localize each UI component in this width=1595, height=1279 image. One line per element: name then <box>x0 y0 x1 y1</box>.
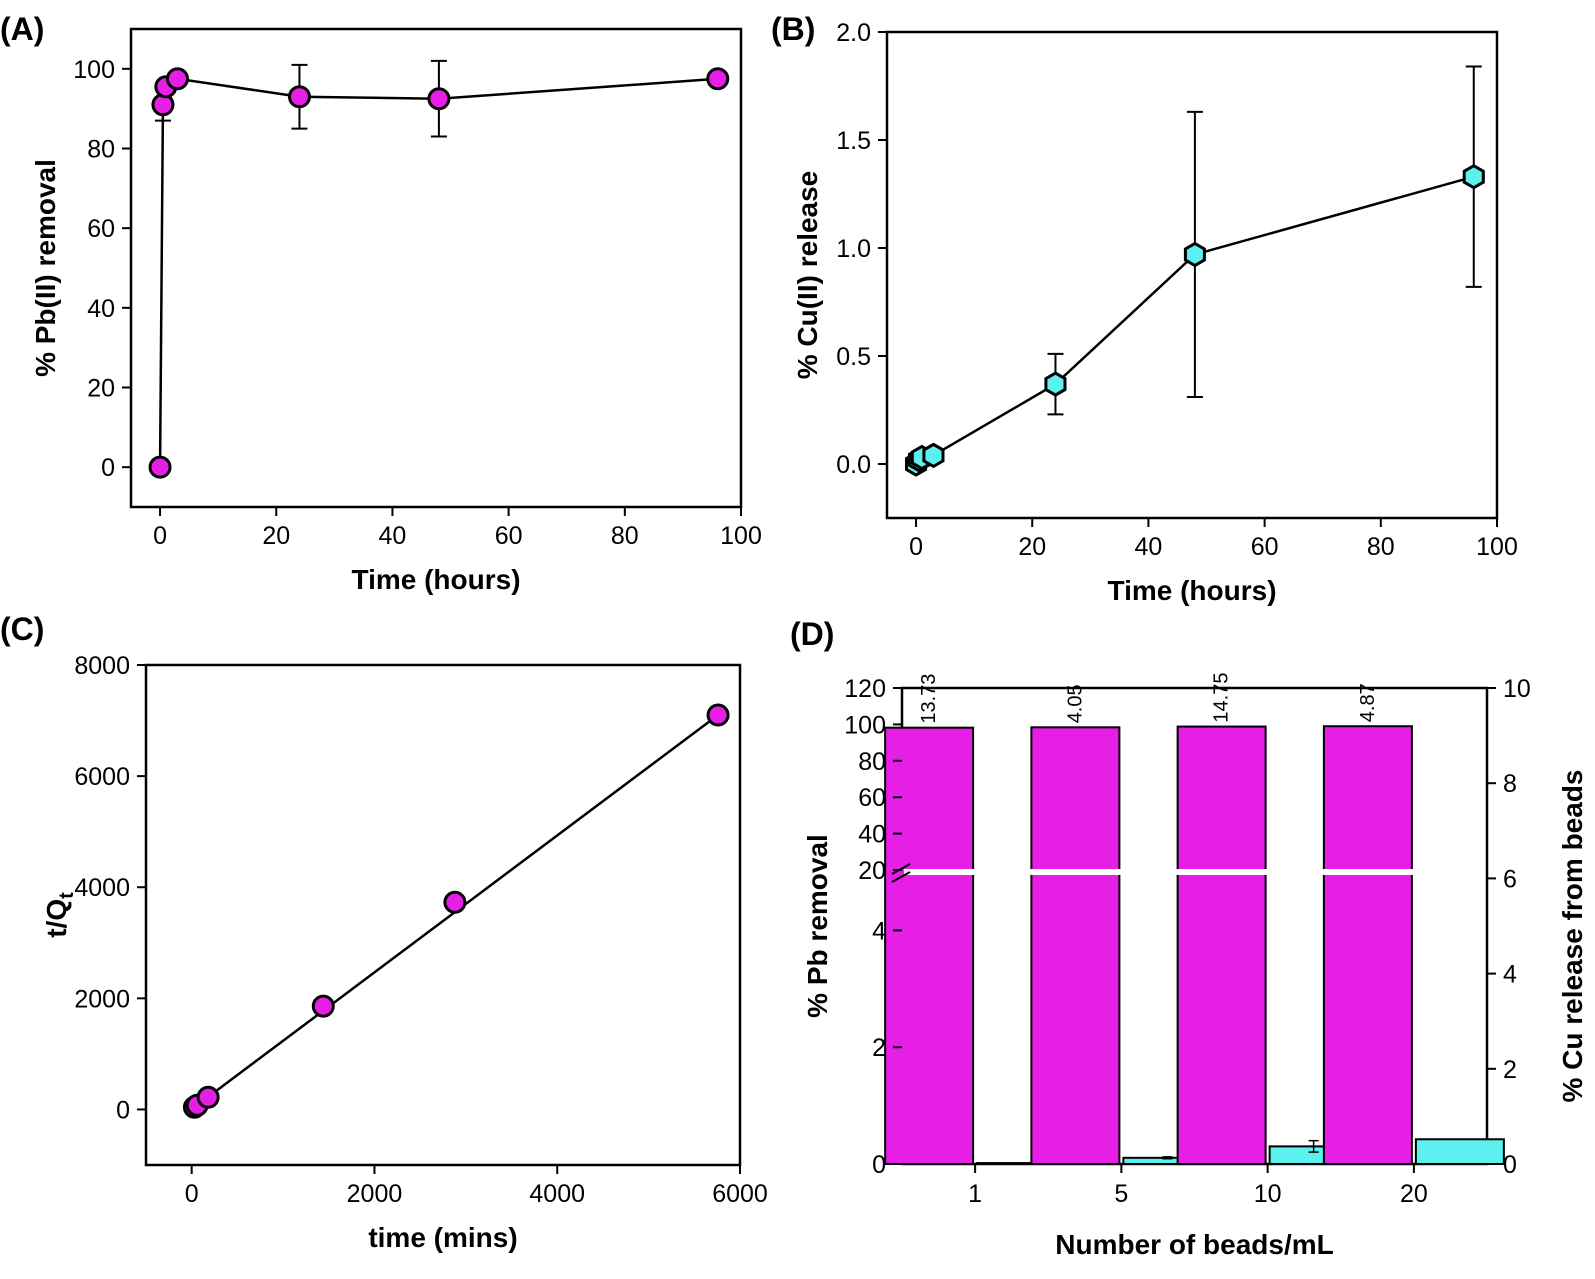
y-tick-label: 100 <box>73 56 115 84</box>
panel-d: (D)13.7314.05514.75104.87200242040608010… <box>790 616 1588 1260</box>
y-tick-label: 1.0 <box>836 235 871 263</box>
y-tick-label: 0.5 <box>836 343 871 371</box>
x-tick-label: 4000 <box>529 1180 585 1208</box>
data-point <box>1462 163 1485 190</box>
y2-tick-label: 6 <box>1503 865 1517 893</box>
data-point <box>148 455 172 479</box>
cu-bar <box>1414 1138 1505 1166</box>
plot-frame <box>885 30 1499 520</box>
data-point <box>287 85 311 109</box>
y-tick-label: 2000 <box>74 985 130 1013</box>
y-axis-label: % Pb(II) removal <box>30 159 61 377</box>
data-point <box>706 703 730 727</box>
data-label: 14.75 <box>1211 673 1233 723</box>
x-tick-label: 10 <box>1254 1180 1282 1208</box>
x-tick-label: 20 <box>1400 1180 1428 1208</box>
data-point <box>922 442 945 469</box>
y-tick-label: 0 <box>872 1151 886 1179</box>
x-tick-label: 0 <box>153 522 167 550</box>
y-tick-label: 0 <box>116 1096 130 1124</box>
y-tick-label: 20 <box>858 857 886 885</box>
x-tick-label: 0 <box>909 533 923 561</box>
panel-label: (D) <box>790 616 834 652</box>
x-axis-label: time (mins) <box>368 1222 517 1253</box>
x-tick-label: 100 <box>1476 533 1518 561</box>
x-tick-label: 100 <box>720 522 762 550</box>
panel-label: (C) <box>0 611 44 647</box>
y2-axis-label: % Cu release from beads <box>1557 769 1588 1102</box>
y-axis-label: % Cu(II) release <box>792 171 823 380</box>
panel-label: (B) <box>771 11 815 47</box>
x-tick-label: 5 <box>1114 1180 1128 1208</box>
data-point <box>427 87 451 111</box>
y-tick-label: 60 <box>858 784 886 812</box>
x-tick-label: 1 <box>968 1180 982 1208</box>
axis-break-mark <box>891 871 911 883</box>
x-tick-label: 20 <box>1018 533 1046 561</box>
data-point <box>311 994 335 1018</box>
y-tick-label: 100 <box>844 711 886 739</box>
y-tick-label: 2 <box>872 1034 886 1062</box>
data-label: 4.05 <box>1064 684 1086 723</box>
y-tick-label: 2.0 <box>836 19 871 47</box>
plot-frame <box>129 27 743 509</box>
y2-tick-label: 10 <box>1503 675 1531 703</box>
x-axis-label: Number of beads/mL <box>1055 1229 1333 1260</box>
y-tick-label: 80 <box>87 136 115 164</box>
y-tick-label: 1.5 <box>836 127 871 155</box>
panel-b: (B) 0 20 40 60 80 100 0.0 0.5 1.0 1.5 2.0 Time (hour… <box>771 11 1518 606</box>
y-tick-label: 40 <box>87 295 115 323</box>
y-axis-label: t/Qt <box>41 892 78 938</box>
x-tick-label: 60 <box>1251 533 1279 561</box>
plot-frame <box>144 663 742 1167</box>
x-tick-label: 20 <box>262 522 290 550</box>
x-tick-label: 80 <box>1367 533 1395 561</box>
x-tick-label: 2000 <box>347 1180 403 1208</box>
data-point <box>443 890 467 914</box>
y-tick-label: 4000 <box>74 874 130 902</box>
y-tick-label: 0 <box>101 454 115 482</box>
data-label: 4.87 <box>1357 683 1379 722</box>
y-tick-label: 0.0 <box>836 451 871 479</box>
pb-bar <box>1030 726 1121 1165</box>
x-tick-label: 60 <box>495 522 523 550</box>
panel-c: (C) 0 2000 4000 6000 0 2000 4000 6000 8000 time (m… <box>0 611 768 1253</box>
y-axis-label-subscript: t <box>56 892 78 899</box>
x-tick-label: 40 <box>1135 533 1163 561</box>
axis-break-band <box>904 869 1485 875</box>
pb-bar <box>1322 725 1413 1165</box>
pb-bar <box>884 726 975 1166</box>
panel-a: (A) 0 20 40 60 80 100 0 20 40 60 80 100 Time (hours)%… <box>0 11 762 595</box>
y-tick-label: 80 <box>858 748 886 776</box>
y2-tick-label: 2 <box>1503 1056 1517 1084</box>
y-tick-label: 120 <box>844 675 886 703</box>
y-tick-label: 4 <box>872 917 886 945</box>
pb-bar <box>1176 725 1267 1165</box>
y2-tick-label: 0 <box>1503 1151 1517 1179</box>
y-tick-label: 20 <box>87 375 115 403</box>
x-tick-label: 6000 <box>712 1180 768 1208</box>
data-point <box>165 67 189 91</box>
data-point <box>196 1085 220 1109</box>
y-axis-label: % Pb removal <box>802 834 833 1018</box>
x-tick-label: 0 <box>185 1180 199 1208</box>
data-point <box>1183 241 1206 268</box>
y-tick-label: 60 <box>87 215 115 243</box>
data-point <box>706 67 730 91</box>
x-axis-label: Time (hours) <box>1107 575 1276 606</box>
x-tick-label: 40 <box>379 522 407 550</box>
y-tick-label: 40 <box>858 821 886 849</box>
y2-tick-label: 4 <box>1503 961 1517 989</box>
y-tick-label: 8000 <box>74 652 130 680</box>
data-point <box>1044 371 1067 397</box>
x-tick-label: 80 <box>611 522 639 550</box>
x-axis-label: Time (hours) <box>351 564 520 595</box>
data-label: 13.73 <box>918 674 940 724</box>
y-tick-label: 6000 <box>74 763 130 791</box>
panel-label: (A) <box>0 11 44 47</box>
y2-tick-label: 8 <box>1503 770 1517 798</box>
